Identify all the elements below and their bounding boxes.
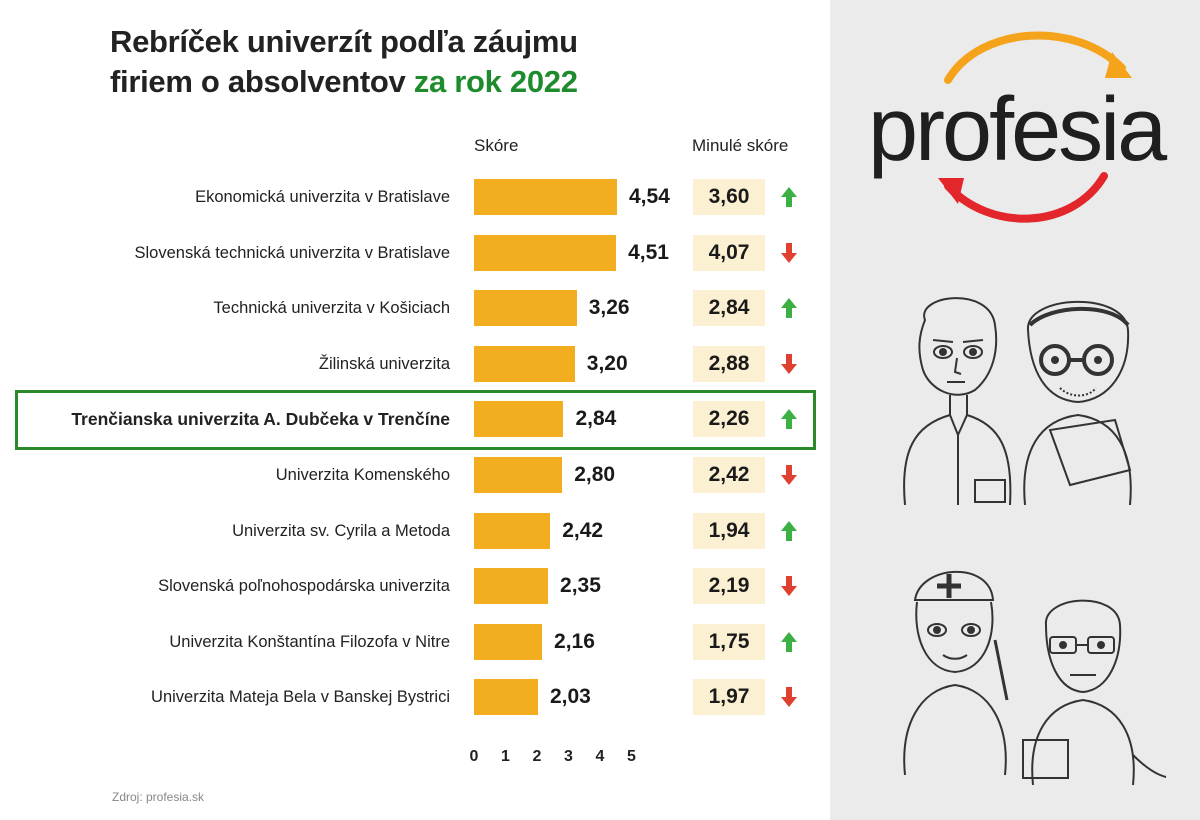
university-label: Žilinská univerzita bbox=[318, 354, 450, 373]
side-panel bbox=[830, 0, 1200, 820]
previous-score-value: 1,97 bbox=[693, 679, 765, 716]
x-axis-tick-label: 0 bbox=[469, 748, 479, 765]
university-label: Univerzita Mateja Bela v Banskej Bystric… bbox=[151, 688, 450, 707]
source-note: Zdroj: profesia.sk bbox=[112, 790, 205, 804]
score-bar bbox=[474, 568, 549, 605]
university-label: Univerzita sv. Cyrila a Metoda bbox=[232, 521, 450, 540]
x-axis-tick-label: 1 bbox=[501, 748, 510, 765]
trend-down-arrow-icon bbox=[781, 687, 797, 708]
previous-score-value: 2,42 bbox=[693, 457, 765, 493]
previous-score-value: 3,60 bbox=[693, 179, 765, 215]
chart-title-accent: za rok 2022 bbox=[413, 64, 578, 99]
previous-score-value: 2,26 bbox=[693, 401, 765, 438]
x-axis-tick-label: 3 bbox=[564, 748, 573, 765]
trend-up-arrow-icon bbox=[781, 631, 797, 652]
university-label: Univerzita Konštantína Filozofa v Nitre bbox=[169, 632, 450, 651]
chart-title-line-1: Rebríček univerzít podľa záujmu bbox=[110, 24, 578, 59]
trend-down-arrow-icon bbox=[781, 242, 797, 263]
score-value: 4,51 bbox=[628, 240, 669, 264]
university-label: Technická univerzita v Košiciach bbox=[213, 299, 450, 318]
engineer-illustration bbox=[1022, 599, 1167, 785]
score-bar bbox=[474, 623, 543, 660]
score-bar bbox=[474, 345, 575, 382]
previous-score-value: 2,19 bbox=[693, 568, 765, 605]
previous-score-value: 4,07 bbox=[693, 234, 765, 271]
businesswoman-illustration bbox=[903, 297, 1012, 505]
previous-score-value: 2,84 bbox=[693, 290, 765, 327]
score-column-header: Skóre bbox=[474, 136, 519, 155]
profesia-logo-text: profesia bbox=[868, 80, 1167, 180]
trend-up-arrow-icon bbox=[781, 187, 797, 207]
logo-orange-arrowhead bbox=[1105, 52, 1132, 78]
trend-up-arrow-icon bbox=[781, 298, 797, 319]
score-bar bbox=[474, 679, 538, 716]
university-label: Slovenská poľnohospodárska univerzita bbox=[158, 577, 450, 596]
university-label: Ekonomická univerzita v Bratislave bbox=[195, 188, 450, 206]
previous-score-value: 1,94 bbox=[693, 512, 765, 549]
trend-up-arrow-icon bbox=[781, 409, 797, 430]
score-value: 3,26 bbox=[588, 296, 630, 320]
trend-down-arrow-icon bbox=[781, 576, 797, 597]
x-axis-tick-label: 4 bbox=[595, 748, 605, 765]
trend-down-arrow-icon bbox=[781, 465, 797, 485]
score-value: 2,35 bbox=[560, 574, 601, 598]
chart-title-prefix: firiem o absolventov bbox=[110, 64, 414, 99]
score-bar bbox=[474, 401, 564, 438]
logo-red-arrowhead bbox=[938, 178, 964, 204]
x-axis-tick-label: 2 bbox=[532, 748, 542, 765]
score-value: 2,42 bbox=[562, 518, 604, 542]
score-value: 3,20 bbox=[586, 351, 628, 375]
previous-score-value: 2,88 bbox=[693, 345, 765, 382]
score-bar bbox=[474, 179, 617, 215]
trend-down-arrow-icon bbox=[781, 353, 797, 374]
score-bar bbox=[474, 234, 617, 271]
nurse-illustration bbox=[903, 570, 1009, 775]
logo-red-arc bbox=[944, 172, 1108, 223]
highlight-frame bbox=[15, 390, 816, 450]
score-bar bbox=[474, 457, 563, 493]
score-value: 2,03 bbox=[549, 685, 591, 709]
score-value: 4,54 bbox=[629, 185, 670, 208]
score-bar bbox=[474, 512, 551, 549]
university-label: Univerzita Komenského bbox=[275, 466, 450, 484]
previous-score-value: 1,75 bbox=[693, 623, 765, 660]
score-bar bbox=[474, 290, 577, 327]
score-value: 2,16 bbox=[554, 629, 595, 653]
chart-title-line-2: firiem o absolventov za rok 2022 bbox=[110, 64, 578, 100]
logo-orange-arc bbox=[944, 31, 1126, 84]
trend-up-arrow-icon bbox=[781, 520, 797, 541]
chart-panel: Rebríček univerzít podľa záujmu firiem o… bbox=[15, 24, 816, 804]
university-label: Trenčianska univerzita A. Dubčeka v Tren… bbox=[71, 409, 450, 430]
x-axis-tick-label: 5 bbox=[627, 748, 636, 765]
score-value: 2,80 bbox=[574, 463, 616, 486]
university-label: Slovenská technická univerzita v Bratisl… bbox=[134, 243, 450, 262]
previous-score-column-header: Minulé skóre bbox=[692, 136, 789, 155]
programmer-illustration bbox=[1023, 300, 1132, 505]
score-value: 2,84 bbox=[575, 407, 617, 431]
profesia-logo bbox=[938, 31, 1132, 223]
